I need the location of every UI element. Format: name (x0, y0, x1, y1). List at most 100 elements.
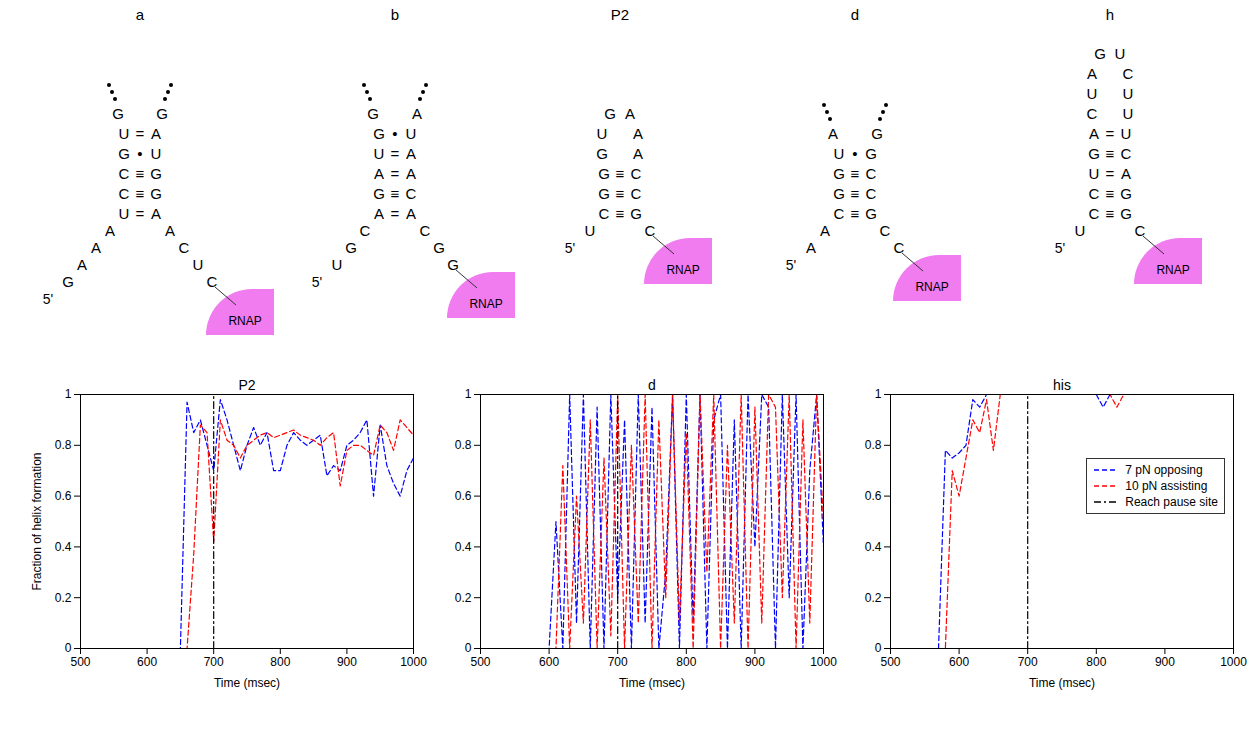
svg-text:≡: ≡ (1106, 185, 1115, 202)
svg-text:a: a (136, 6, 145, 23)
svg-text:900: 900 (1155, 655, 1175, 669)
svg-text:A: A (91, 239, 101, 256)
svg-text:RNAP: RNAP (915, 280, 948, 294)
svg-text:0.6: 0.6 (865, 489, 882, 503)
svg-text:A: A (1121, 165, 1131, 182)
svg-text:500: 500 (70, 655, 90, 669)
svg-text:0.6: 0.6 (55, 489, 72, 503)
svg-text:0: 0 (875, 641, 882, 655)
svg-text:0.4: 0.4 (865, 540, 882, 554)
svg-text:•: • (137, 145, 142, 162)
svg-text:700: 700 (608, 655, 628, 669)
svg-text:C: C (1089, 205, 1100, 222)
svg-text:A: A (633, 145, 643, 162)
svg-text:A: A (633, 125, 643, 142)
svg-text:U: U (1089, 165, 1100, 182)
svg-text:≡: ≡ (616, 205, 625, 222)
svg-text:A: A (151, 205, 161, 222)
svg-text:C: C (866, 165, 877, 182)
svg-text:C: C (1089, 185, 1100, 202)
svg-text:G: G (373, 185, 385, 202)
svg-text:U: U (332, 256, 343, 273)
svg-text:600: 600 (137, 655, 157, 669)
svg-text:A: A (105, 222, 115, 239)
svg-text:U: U (834, 145, 845, 162)
svg-text:h: h (1106, 6, 1114, 23)
svg-text:G: G (433, 239, 445, 256)
svg-text:G: G (118, 145, 130, 162)
svg-text:A: A (406, 145, 416, 162)
svg-text:C: C (420, 222, 431, 239)
svg-text:G: G (112, 105, 124, 122)
svg-text:G: G (598, 185, 610, 202)
svg-text:500: 500 (880, 655, 900, 669)
svg-text:≡: ≡ (616, 165, 625, 182)
svg-text:U: U (1075, 222, 1086, 239)
svg-text:0.2: 0.2 (55, 591, 72, 605)
svg-text:G: G (62, 273, 74, 290)
svg-text:G: G (150, 165, 162, 182)
svg-text:1: 1 (875, 387, 882, 401)
svg-text:1: 1 (465, 387, 472, 401)
svg-text:C: C (599, 205, 610, 222)
svg-text:U: U (1121, 125, 1132, 142)
svg-text:G: G (1120, 185, 1132, 202)
svg-text:C: C (1121, 145, 1132, 162)
svg-text:=: = (1106, 125, 1115, 142)
svg-text:P2: P2 (238, 377, 255, 393)
svg-text:≡: ≡ (136, 165, 145, 182)
svg-text:A: A (828, 125, 838, 142)
svg-text:A: A (374, 165, 384, 182)
svg-text:=: = (391, 165, 400, 182)
svg-text:C: C (834, 205, 845, 222)
svg-text:G: G (865, 205, 877, 222)
svg-text:U: U (119, 125, 130, 142)
svg-text:A: A (406, 205, 416, 222)
svg-text:G: G (598, 165, 610, 182)
svg-text:•: • (392, 125, 397, 142)
svg-text:C: C (179, 239, 190, 256)
svg-text:d: d (648, 377, 656, 393)
svg-text:≡: ≡ (851, 205, 860, 222)
svg-text:1000: 1000 (1220, 655, 1247, 669)
svg-text:≡: ≡ (616, 185, 625, 202)
svg-text:C: C (119, 165, 130, 182)
svg-text:A: A (806, 239, 816, 256)
svg-text:U: U (193, 256, 204, 273)
svg-text:G: G (1120, 205, 1132, 222)
svg-text:A: A (151, 125, 161, 142)
svg-text:0.8: 0.8 (455, 438, 472, 452)
svg-text:C: C (406, 185, 417, 202)
svg-text:A: A (374, 205, 384, 222)
svg-text:G: G (604, 105, 616, 122)
svg-text:A: A (1089, 125, 1099, 142)
svg-text:0.4: 0.4 (455, 540, 472, 554)
svg-text:900: 900 (337, 655, 357, 669)
svg-text:900: 900 (745, 655, 765, 669)
svg-text:5': 5' (1055, 240, 1065, 256)
svg-text:C: C (1087, 105, 1098, 122)
svg-text:≡: ≡ (1106, 205, 1115, 222)
svg-text:U: U (585, 222, 596, 239)
svg-text:=: = (391, 205, 400, 222)
svg-text:U: U (119, 205, 130, 222)
svg-text:U: U (374, 145, 385, 162)
svg-text:G: G (596, 145, 608, 162)
svg-text:≡: ≡ (851, 185, 860, 202)
svg-text:Fraction of helix formation: Fraction of helix formation (30, 452, 44, 590)
svg-text:≡: ≡ (136, 185, 145, 202)
svg-text:0.8: 0.8 (55, 438, 72, 452)
svg-text:C: C (119, 185, 130, 202)
svg-text:d: d (851, 6, 859, 23)
svg-text:A: A (820, 222, 830, 239)
svg-text:500: 500 (470, 655, 490, 669)
svg-text:U: U (597, 125, 608, 142)
svg-text:b: b (391, 6, 399, 23)
svg-text:G: G (1094, 45, 1106, 62)
svg-text:C: C (1123, 65, 1134, 82)
svg-text:≡: ≡ (391, 185, 400, 202)
svg-text:G: G (345, 239, 357, 256)
svg-text:U: U (1115, 45, 1126, 62)
svg-text:G: G (150, 185, 162, 202)
svg-text:5': 5' (786, 257, 796, 273)
